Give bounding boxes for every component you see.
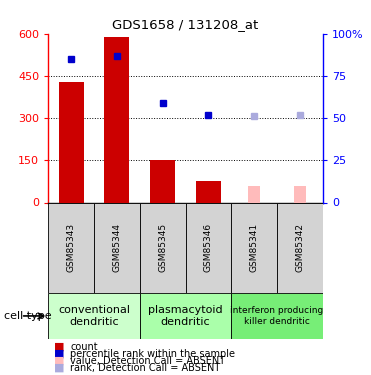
Bar — [48, 292, 140, 339]
Text: value, Detection Call = ABSENT: value, Detection Call = ABSENT — [70, 356, 226, 366]
Text: cell type: cell type — [4, 311, 51, 321]
Text: count: count — [70, 342, 98, 352]
Bar — [140, 202, 186, 292]
Bar — [248, 186, 260, 202]
Bar — [231, 202, 277, 292]
Text: rank, Detection Call = ABSENT: rank, Detection Call = ABSENT — [70, 363, 221, 373]
Text: GSM85343: GSM85343 — [67, 223, 76, 272]
Text: ■: ■ — [54, 342, 65, 352]
Bar — [150, 160, 175, 202]
Text: GSM85346: GSM85346 — [204, 223, 213, 272]
Text: conventional
dendritic: conventional dendritic — [58, 305, 130, 327]
Bar — [48, 202, 94, 292]
Text: plasmacytoid
dendritic: plasmacytoid dendritic — [148, 305, 223, 327]
Bar — [277, 202, 323, 292]
Title: GDS1658 / 131208_at: GDS1658 / 131208_at — [112, 18, 259, 31]
Bar — [104, 37, 129, 203]
Bar — [94, 202, 140, 292]
Text: GSM85342: GSM85342 — [295, 223, 304, 272]
Bar — [293, 186, 306, 202]
Bar — [231, 292, 323, 339]
Text: ■: ■ — [54, 349, 65, 359]
Bar — [186, 202, 231, 292]
Text: interferon producing
killer dendritic: interferon producing killer dendritic — [230, 306, 324, 326]
Text: GSM85345: GSM85345 — [158, 223, 167, 272]
Bar — [59, 82, 84, 203]
Text: GSM85344: GSM85344 — [112, 223, 121, 272]
Text: GSM85341: GSM85341 — [250, 223, 259, 272]
Text: ■: ■ — [54, 363, 65, 373]
Text: ■: ■ — [54, 356, 65, 366]
Bar — [140, 292, 231, 339]
Bar — [196, 182, 221, 203]
Text: percentile rank within the sample: percentile rank within the sample — [70, 349, 236, 359]
